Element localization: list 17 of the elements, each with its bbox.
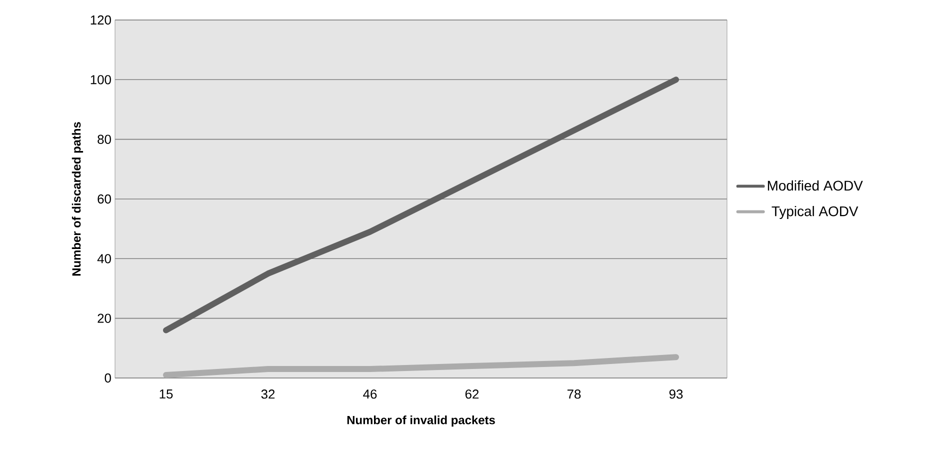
legend-label: Typical AODV — [772, 206, 858, 219]
x-tick-label: 78 — [567, 390, 581, 399]
y-tick-label: 40 — [97, 254, 111, 264]
y-tick-label: 0 — [104, 373, 111, 383]
y-axis-title: Number of discarded paths — [72, 122, 84, 276]
y-tick-label: 100 — [90, 75, 111, 84]
x-tick-label: 46 — [363, 390, 377, 399]
legend-label: Modified AODV — [768, 180, 863, 191]
x-tick-label: 93 — [669, 390, 683, 399]
y-tick-label: 20 — [98, 314, 111, 323]
x-tick-label: 32 — [261, 390, 275, 399]
x-tick-label: 15 — [160, 390, 173, 399]
x-tick-label: 62 — [465, 390, 479, 399]
y-tick-label: 120 — [90, 15, 111, 25]
y-tick-label: 80 — [98, 134, 111, 144]
y-tick-label: 60 — [98, 194, 111, 204]
x-axis-title: Number of invalid packets — [347, 416, 495, 427]
